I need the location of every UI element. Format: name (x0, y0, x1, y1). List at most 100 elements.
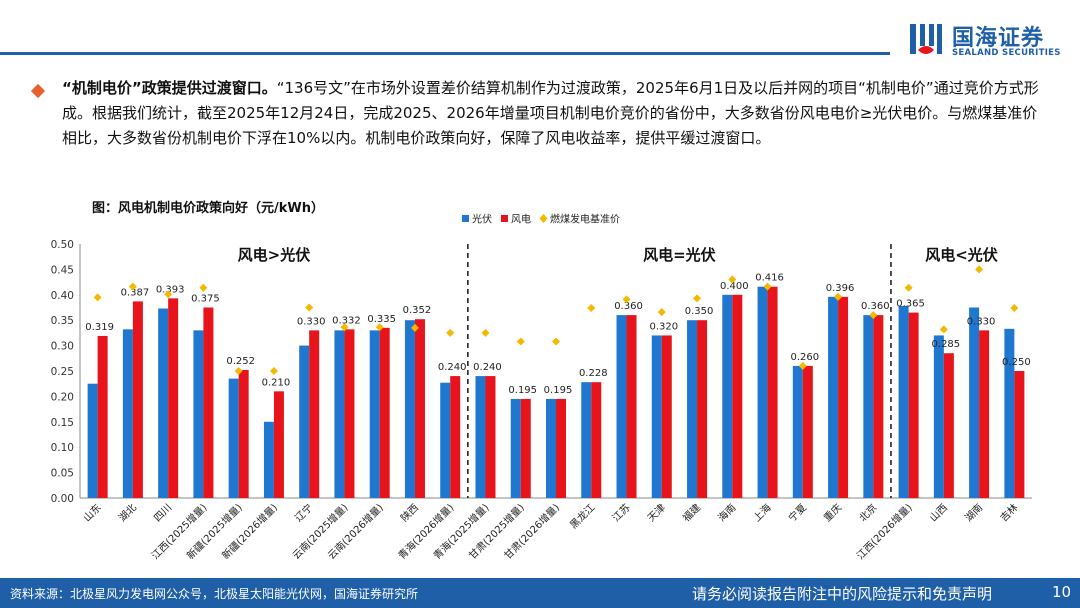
wind-value-label: 0.360 (861, 301, 890, 312)
legend-swatch (501, 215, 508, 222)
bar-solar (828, 296, 839, 498)
legend-label: 风电 (511, 213, 531, 226)
coal-benchmark-marker (375, 323, 384, 332)
bar-wind (661, 335, 672, 498)
bar-solar (475, 376, 486, 498)
y-tick-label: 0.15 (51, 417, 74, 429)
bar-wind (802, 365, 813, 498)
page-number: 10 (1052, 583, 1072, 601)
bar-wind (767, 286, 778, 498)
coal-benchmark-marker (587, 304, 596, 313)
bar-wind (873, 315, 884, 498)
wind-value-label: 0.260 (790, 352, 819, 363)
bar-wind (203, 307, 214, 498)
brand-name-en: SEALAND SECURITIES (952, 48, 1061, 58)
coal-benchmark-marker (975, 265, 984, 274)
wind-value-label: 0.387 (121, 287, 150, 298)
x-tick-label: 吉林 (997, 501, 1020, 524)
bar-wind (414, 319, 425, 498)
x-tick-label: 海南 (715, 501, 738, 524)
bar-solar (933, 335, 944, 498)
wind-value-label: 0.360 (614, 301, 643, 312)
wind-value-label: 0.210 (262, 377, 291, 388)
coal-benchmark-marker (869, 311, 878, 320)
coal-benchmark-marker (410, 323, 419, 332)
bar-solar (581, 382, 592, 498)
bar-solar (510, 398, 521, 498)
coal-benchmark-marker (693, 294, 702, 303)
coal-benchmark-marker (904, 283, 913, 292)
y-tick-label: 0.20 (51, 391, 74, 403)
x-tick-label: 江苏 (609, 501, 632, 524)
figure-title: 图：风电机制电价政策向好（元/kWh） (92, 201, 324, 216)
y-tick-label: 0.35 (51, 315, 74, 327)
x-tick-label: 湖北 (116, 502, 139, 525)
x-tick-label: 陕西 (398, 501, 421, 524)
bar-solar (616, 315, 627, 498)
y-tick-label: 0.25 (51, 366, 74, 378)
sealand-logo-icon (910, 24, 942, 54)
bar-solar (863, 315, 874, 498)
bar-solar (687, 320, 698, 498)
wind-value-label: 0.319 (85, 322, 114, 333)
legend-label: 光伏 (472, 213, 492, 226)
bar-wind (379, 327, 390, 498)
bar-wind (1014, 371, 1025, 498)
group-label: 风电=光伏 (643, 246, 716, 264)
coal-benchmark-marker (798, 361, 807, 370)
price-bar-chart: 0.00 0.05 0.10 0.15 0.20 0.25 0.30 0.35 0.40 0.45… (51, 213, 1032, 562)
group-label: 风电>光伏 (238, 246, 311, 264)
bar-wind (943, 353, 954, 498)
coal-benchmark-marker (199, 283, 208, 292)
x-tick-label: 辽宁 (292, 501, 315, 524)
lead-sentence: “机制电价”政策提供过渡窗口。 (62, 79, 277, 97)
bar-wind (556, 398, 566, 498)
wind-value-label: 0.250 (1002, 357, 1031, 368)
wind-value-label: 0.285 (932, 339, 961, 350)
x-tick-label: 黑龙江 (567, 501, 597, 531)
brand-logo: 国海证券 SEALAND SECURITIES (908, 18, 1068, 62)
brand-name-cn: 国海证券 (952, 26, 1045, 51)
bullet-diamond-icon (30, 83, 46, 99)
bar-solar (404, 320, 415, 498)
y-tick-label: 0.50 (51, 239, 74, 251)
bar-wind (520, 398, 531, 498)
bar-solar (263, 421, 274, 498)
wind-value-label: 0.335 (367, 314, 396, 325)
x-tick-label: 北京 (856, 501, 879, 524)
coal-benchmark-marker (728, 275, 737, 284)
bar-wind (979, 330, 990, 498)
wind-value-label: 0.228 (579, 368, 608, 379)
coal-benchmark-marker (305, 303, 314, 312)
bar-wind (838, 296, 849, 498)
wind-value-label: 0.352 (403, 305, 432, 316)
wind-value-label: 0.240 (438, 362, 467, 373)
coal-benchmark-marker (128, 282, 137, 291)
wind-value-label: 0.393 (156, 284, 185, 295)
wind-value-label: 0.240 (473, 362, 502, 373)
coal-benchmark-marker (834, 292, 843, 301)
x-tick-label: 重庆 (821, 501, 844, 524)
wind-value-label: 0.375 (191, 294, 220, 305)
wind-value-label: 0.195 (544, 385, 573, 396)
bar-wind (591, 382, 602, 498)
coal-benchmark-marker (552, 337, 560, 346)
x-tick-label: 四川 (152, 502, 174, 524)
coal-benchmark-marker (269, 367, 278, 375)
bar-solar (299, 345, 310, 498)
y-tick-label: 0.00 (51, 493, 74, 505)
bar-wind (168, 298, 179, 498)
x-tick-label: 山东 (80, 501, 103, 524)
bar-solar (722, 294, 733, 498)
wind-value-label: 0.396 (826, 283, 855, 294)
body-text: “136号文”在市场外设置差价结算机制作为过渡政策，2025年6月1日及以后并网… (62, 79, 1039, 147)
coal-benchmark-marker (516, 337, 525, 346)
footer-bar (0, 578, 1080, 608)
header-rule (0, 52, 890, 55)
coal-benchmark-marker (481, 328, 490, 337)
y-tick-label: 0.40 (51, 290, 74, 302)
x-tick-label: 天津 (645, 502, 668, 525)
bar-wind (132, 301, 143, 498)
source-note: 资料来源：北极星风力发电网公众号，北极星太阳能光伏网，国海证券研究所 (10, 587, 419, 601)
bar-wind (626, 315, 637, 498)
